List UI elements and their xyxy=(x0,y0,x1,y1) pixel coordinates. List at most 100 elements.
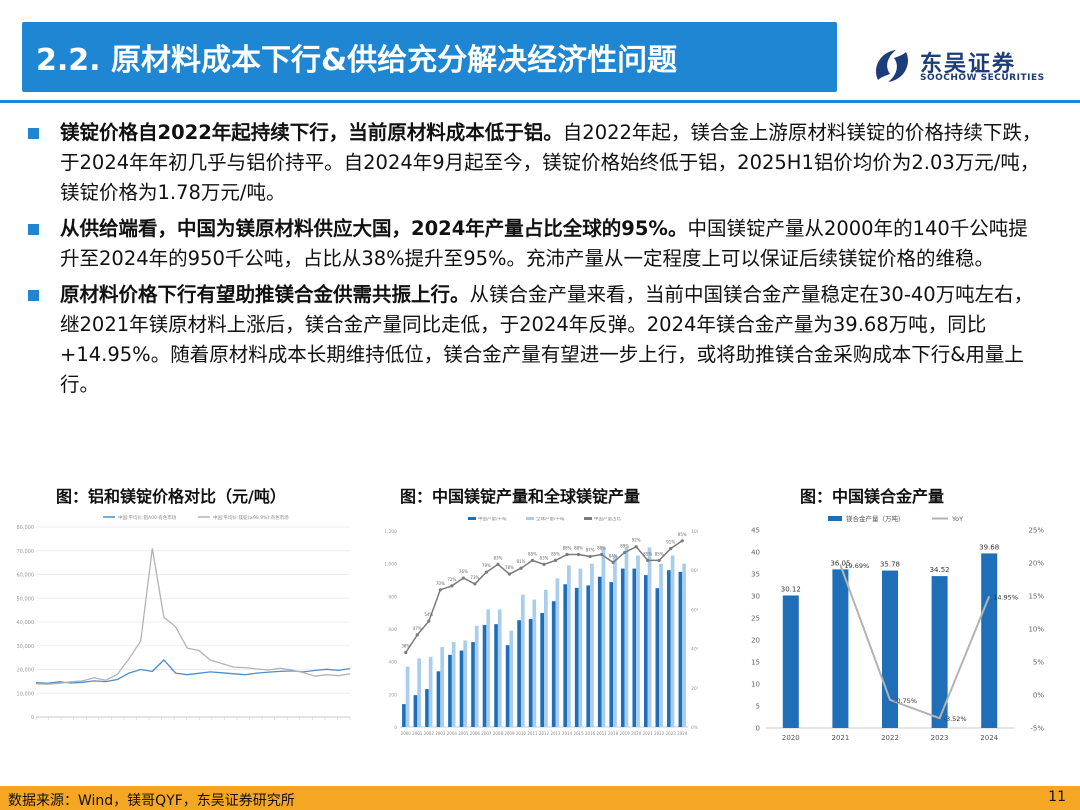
china-bar xyxy=(667,570,671,727)
global-bar xyxy=(544,589,548,727)
y-tick-label: 30 xyxy=(751,593,760,601)
share-label: 91% xyxy=(666,540,675,545)
price-line-chart: 80,000 70,000 60,000 50,000 40,000 30,000 20,0… xyxy=(17,515,351,721)
legend-label: 镁合金产量（万吨） xyxy=(846,514,905,523)
alloy-bar xyxy=(832,569,849,728)
share-point xyxy=(611,560,615,564)
bullet-text: 从镁合金产量来看，当前中国镁合金产量稳定在30-40万吨左右，继2021年镁原材… xyxy=(60,283,1034,396)
global-bar xyxy=(440,646,445,727)
share-label: 70% xyxy=(436,581,445,586)
y-tick-label: 40,000 xyxy=(17,620,35,626)
share-point xyxy=(623,550,627,555)
share-label: 95% xyxy=(678,532,687,537)
y2-tick-label: 20% xyxy=(691,686,698,692)
x-tick-label: 2005 xyxy=(458,731,469,736)
bullet-square-icon xyxy=(28,224,39,235)
share-point xyxy=(634,545,638,549)
global-bar xyxy=(532,599,537,727)
share-label: 72% xyxy=(447,577,456,582)
share-point xyxy=(588,554,592,559)
soochow-logo-icon xyxy=(876,50,908,82)
y-tick-label: 35 xyxy=(751,571,760,579)
china-bar xyxy=(563,584,568,727)
x-tick-label: 2006 xyxy=(470,731,481,736)
bullet-square-icon xyxy=(28,290,39,301)
global-bar xyxy=(567,565,571,727)
global-bar xyxy=(636,555,640,727)
alloy-production-chart: 45 40 35 30 25 20 15 10 5 0 25% 20% 15% 10% 5% 0% -5% 镁合金… xyxy=(751,514,1044,742)
global-bar xyxy=(463,640,468,727)
yoy-label: 19.69% xyxy=(844,562,869,570)
share-label: 54% xyxy=(424,612,433,617)
global-bar xyxy=(624,547,629,727)
y-tick-label: 60,000 xyxy=(17,573,35,579)
china-bar xyxy=(448,654,452,727)
y-tick-label: 0 xyxy=(756,725,760,733)
y2-tick-label: -5% xyxy=(1030,725,1044,733)
y-tick-label: 20 xyxy=(751,637,760,645)
alloy-bar xyxy=(782,595,799,728)
legend-label: 中国:平均价:镁锭(≥99.9%):有色市场 xyxy=(213,515,289,521)
share-label: 76% xyxy=(459,569,468,574)
x-tick-label: 2020 xyxy=(631,731,642,736)
share-point xyxy=(542,562,546,566)
y2-tick-label: 25% xyxy=(1028,527,1044,535)
bullet-heading: 从供给端看，中国为镁原材料供应大国，2024年产量占比全球的95%。 xyxy=(60,217,688,240)
china-bar xyxy=(540,612,544,727)
y-tick-label: 1,000 xyxy=(384,562,397,568)
y-tick-label: 5 xyxy=(756,703,760,711)
y2-tick-label: 0% xyxy=(1033,692,1044,700)
legend-label: 中国产量占比 xyxy=(594,517,621,522)
china-bar xyxy=(586,585,591,727)
y2-tick-label: 40% xyxy=(691,647,698,653)
share-point xyxy=(461,576,465,580)
china-bar xyxy=(402,704,406,727)
share-point xyxy=(473,582,477,586)
x-tick-label: 2019 xyxy=(620,731,631,736)
share-point xyxy=(565,552,569,557)
series-line xyxy=(35,659,351,684)
china-bar xyxy=(643,575,648,727)
global-bar xyxy=(590,563,594,727)
global-bar xyxy=(486,609,491,727)
legend-swatch xyxy=(526,517,534,520)
legend-swatch xyxy=(584,517,592,520)
bullet-square-icon xyxy=(28,128,39,139)
share-point xyxy=(646,558,650,562)
yoy-label: 14.95% xyxy=(993,593,1018,601)
alloy-bar xyxy=(931,576,948,728)
y-tick-label: 0 xyxy=(31,715,34,721)
share-point xyxy=(553,558,558,562)
x-tick-label: 2018 xyxy=(608,731,619,736)
share-point xyxy=(404,650,408,655)
bar-value-label: 35.78 xyxy=(880,561,900,569)
share-point xyxy=(576,552,581,557)
x-tick-label: 2021 xyxy=(831,734,849,742)
global-bar xyxy=(474,625,479,727)
share-label: 73% xyxy=(470,575,479,580)
bullet-item: 原材料价格下行有望助推镁合金供需共振上行。从镁合金产量来看，当前中国镁合金产量稳… xyxy=(22,280,1042,400)
y-tick-label: 200 xyxy=(388,692,397,698)
share-label: 85% xyxy=(551,551,560,556)
share-label: 83% xyxy=(540,555,549,560)
y2-tick-label: 100% xyxy=(691,529,698,535)
ingot-production-chart: 0 200 400 600 800 1,000 1,200 0% 20% 40% 60% 80% 100… xyxy=(384,517,698,736)
bullet-heading: 原材料价格下行有望助推镁合金供需共振上行。 xyxy=(60,283,470,306)
share-point xyxy=(438,588,442,592)
share-label: 84% xyxy=(609,553,618,558)
bullet-text: 中国镁锭产量从2000年的140千公吨提升至2024年的950千公吨，占比从38… xyxy=(60,217,1028,270)
legend-swatch xyxy=(828,516,842,521)
share-point xyxy=(496,562,500,566)
share-point xyxy=(450,584,454,588)
alloy-bar xyxy=(981,553,998,728)
china-bar xyxy=(494,624,498,727)
share-point xyxy=(415,633,419,637)
y-tick-label: 70,000 xyxy=(17,549,35,555)
china-bar xyxy=(620,568,625,727)
share-label: 85% xyxy=(643,551,652,556)
x-tick-label: 2008 xyxy=(493,731,504,736)
x-tick-label: 2022 xyxy=(881,734,899,742)
global-bar xyxy=(497,609,502,727)
global-bar xyxy=(601,547,606,727)
y-tick-label: 40 xyxy=(751,549,760,557)
